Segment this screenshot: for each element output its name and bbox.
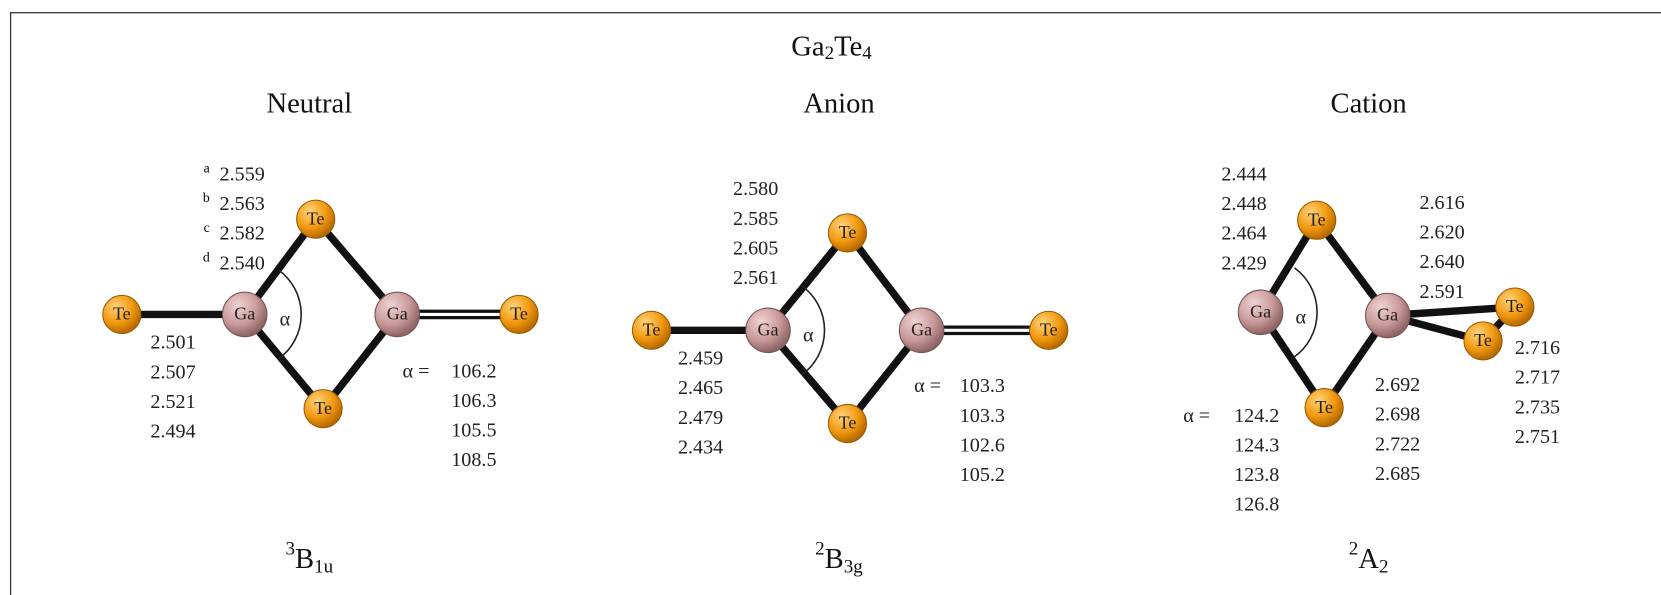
panel-name: Anion (803, 88, 874, 119)
atom-label: Te (839, 413, 857, 433)
title-sub: 2 (825, 43, 835, 64)
angle-value: 103.3 (960, 405, 1005, 427)
alpha-prefix: α = (914, 375, 941, 397)
bond-length: 2.616 (1419, 192, 1464, 214)
angle-value: 124.3 (1234, 434, 1279, 456)
state-sup: 2 (1349, 539, 1359, 560)
angle-value: 108.5 (451, 449, 496, 471)
footnote-mark: c (204, 220, 210, 235)
angle-value: 106.3 (451, 390, 496, 412)
bond-length: 2.494 (150, 421, 195, 443)
diagram: Ga2Te4 Neutral3B1uαTeGaTeGaTeTe2.559a2.5… (0, 0, 1661, 595)
atom-label: Ga (1250, 302, 1271, 322)
bond-length: 2.479 (678, 407, 723, 429)
state-sup: 3 (285, 539, 295, 560)
panel-name: Neutral (266, 88, 352, 119)
bond-length: 2.620 (1419, 222, 1464, 244)
footnote-mark: d (203, 249, 210, 264)
footnote-mark: a (204, 161, 210, 176)
state-main: B (825, 544, 844, 575)
bond-length: 2.540 (220, 252, 265, 274)
bond-length: 2.698 (1375, 404, 1420, 426)
panel-name: Cation (1331, 88, 1407, 119)
alpha-prefix: α = (1183, 405, 1210, 427)
bond-length: 2.563 (220, 193, 265, 215)
atom-label: Te (1308, 209, 1326, 229)
bond-length: 2.716 (1515, 337, 1560, 359)
bond-length: 2.722 (1375, 433, 1420, 455)
angle-value: 105.5 (451, 420, 496, 442)
atom-label: Te (839, 222, 857, 242)
angle-symbol: α (280, 308, 291, 330)
atom-label: Te (113, 304, 131, 324)
bond-length: 2.640 (1419, 251, 1464, 273)
atom-label: Te (314, 398, 332, 418)
atom-label: Te (510, 304, 528, 324)
bond-length: 2.591 (1419, 281, 1464, 303)
title-part: Ga (791, 31, 825, 62)
bond-length: 2.582 (220, 223, 265, 245)
title: Ga2Te4 (791, 31, 872, 64)
state-main: B (295, 544, 314, 575)
angle-symbol: α (803, 324, 814, 346)
angle-value: 123.8 (1234, 464, 1279, 486)
atom-label: Ga (234, 304, 255, 324)
bond-length: 2.717 (1515, 367, 1560, 389)
bond-length: 2.507 (150, 361, 195, 383)
state-sub: 1u (314, 557, 334, 578)
state-sub: 3g (844, 557, 864, 578)
atom-label: Ga (911, 320, 932, 340)
angle-value: 124.2 (1234, 405, 1279, 427)
bond-length: 2.559 (220, 163, 265, 185)
state-sup: 2 (815, 539, 825, 560)
title-sub: 4 (862, 43, 872, 64)
atom-label: Te (643, 320, 661, 340)
title-part: Te (834, 31, 862, 62)
atom-label: Te (1315, 397, 1333, 417)
bond-length: 2.444 (1221, 163, 1266, 185)
angle-value: 106.2 (451, 360, 496, 382)
alpha-prefix: α = (403, 360, 430, 382)
angle-value: 102.6 (960, 434, 1005, 456)
atom-label: Te (1040, 320, 1058, 340)
state-main: A (1358, 544, 1379, 575)
bond-length: 2.692 (1375, 374, 1420, 396)
bond-length: 2.465 (678, 377, 723, 399)
bond-length: 2.735 (1515, 396, 1560, 418)
atom-label: Ga (387, 304, 408, 324)
bond-length: 2.580 (733, 178, 778, 200)
state-label: 2B3g (815, 539, 863, 578)
state-sub: 2 (1379, 557, 1389, 578)
bond-length: 2.429 (1221, 252, 1266, 274)
atom-label: Te (1506, 296, 1524, 316)
angle-value: 126.8 (1234, 494, 1279, 516)
bond-length: 2.561 (733, 267, 778, 289)
angle-value: 105.2 (960, 464, 1005, 486)
atom-label: Te (307, 208, 325, 228)
state-label: 3B1u (285, 539, 333, 578)
bond-length: 2.521 (150, 391, 195, 413)
bond-length: 2.501 (150, 332, 195, 354)
bond-length: 2.464 (1221, 223, 1266, 245)
bond-length: 2.685 (1375, 463, 1420, 485)
footnote-mark: b (203, 190, 210, 205)
state-label: 2A2 (1349, 539, 1389, 578)
bond-length: 2.751 (1515, 426, 1560, 448)
atom-label: Te (1474, 330, 1492, 350)
atom-label: Ga (757, 320, 778, 340)
angle-value: 103.3 (960, 375, 1005, 397)
atom-label: Ga (1377, 305, 1398, 325)
bond-length: 2.605 (733, 237, 778, 259)
bond-length: 2.434 (678, 437, 723, 459)
bond-length: 2.459 (678, 348, 723, 370)
page: {"title":{"parts":["Ga","2","Te","4"]}, … (0, 0, 1661, 595)
angle-symbol: α (1296, 306, 1307, 328)
bond-length: 2.585 (733, 208, 778, 230)
bond-length: 2.448 (1221, 193, 1266, 215)
